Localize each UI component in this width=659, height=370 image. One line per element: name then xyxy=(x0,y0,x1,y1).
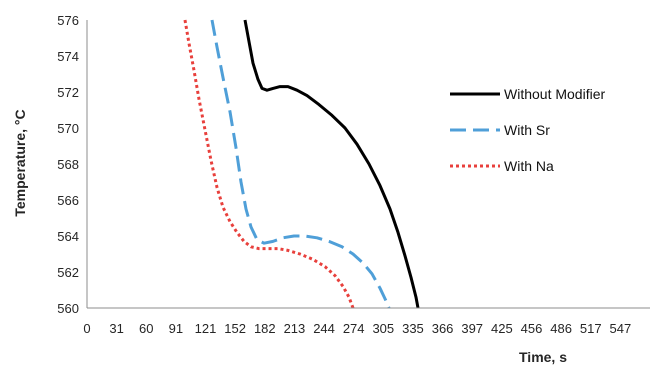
x-tick-label: 397 xyxy=(461,321,483,336)
x-axis-title: Time, s xyxy=(519,349,567,365)
x-tick-label: 152 xyxy=(224,321,246,336)
y-tick-label: 570 xyxy=(57,121,79,136)
x-tick-label: 547 xyxy=(610,321,632,336)
y-tick-label: 568 xyxy=(57,157,79,172)
y-tick-label: 564 xyxy=(57,229,79,244)
y-axis-title: Temperature, °C xyxy=(12,109,28,216)
legend-label: With Sr xyxy=(504,122,550,138)
x-tick-label: 517 xyxy=(580,321,602,336)
series-line-2 xyxy=(183,19,355,309)
x-tick-label: 91 xyxy=(169,321,183,336)
x-tick-label: 31 xyxy=(109,321,123,336)
y-tick-label: 576 xyxy=(57,13,79,28)
y-tick-label: 560 xyxy=(57,301,79,316)
x-tick-label: 335 xyxy=(402,321,424,336)
legend-label: With Na xyxy=(504,158,554,174)
x-tick-labels: 0 31 60 91 121 152 182 213 244 274 305 335 366 397 425… xyxy=(83,321,631,336)
x-tick-label: 305 xyxy=(372,321,394,336)
y-tick-label: 562 xyxy=(57,265,79,280)
x-tick-label: 366 xyxy=(432,321,454,336)
y-tick-labels: 560 562 564 566 568 570 572 574 576 xyxy=(57,13,79,316)
series-line-1 xyxy=(210,19,391,309)
x-tick-label: 244 xyxy=(313,321,335,336)
y-tick-label: 574 xyxy=(57,49,79,64)
x-tick-label: 274 xyxy=(343,321,365,336)
x-tick-label: 456 xyxy=(521,321,543,336)
y-tick-label: 566 xyxy=(57,193,79,208)
x-tick-label: 60 xyxy=(139,321,153,336)
x-tick-label: 121 xyxy=(195,321,217,336)
x-tick-label: 213 xyxy=(284,321,306,336)
x-tick-label: 182 xyxy=(254,321,276,336)
x-tick-label: 425 xyxy=(491,321,513,336)
legend: Without Modifier With Sr With Na xyxy=(450,86,605,174)
x-tick-label: 0 xyxy=(83,321,90,336)
plot-lines xyxy=(183,19,420,309)
y-tick-label: 572 xyxy=(57,85,79,100)
legend-label: Without Modifier xyxy=(504,86,605,102)
x-tick-label: 486 xyxy=(550,321,572,336)
series-line-0 xyxy=(243,19,420,309)
